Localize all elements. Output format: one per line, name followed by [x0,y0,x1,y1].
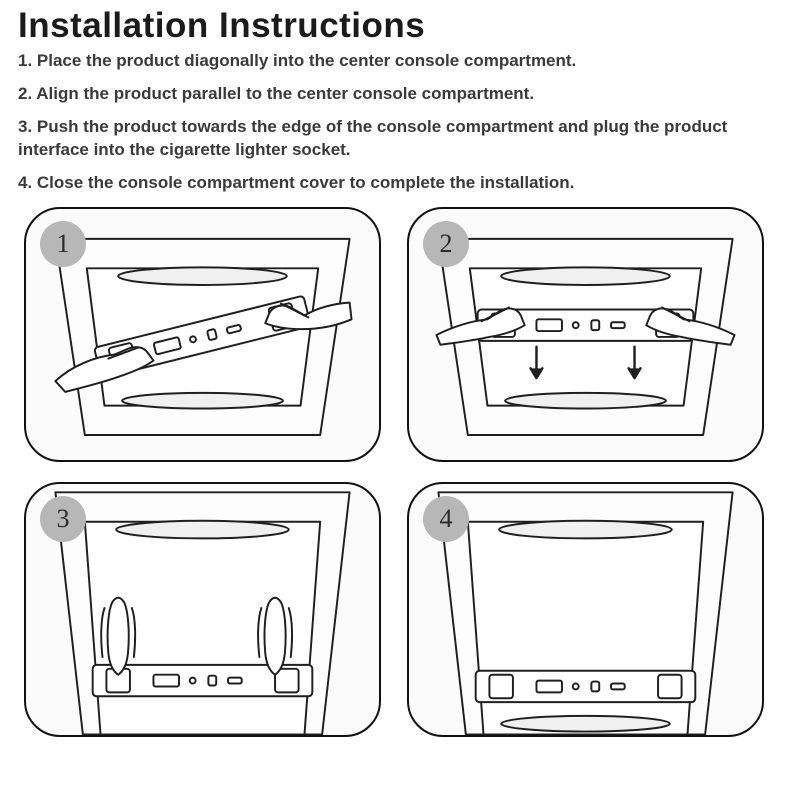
panel-2-badge: 2 [423,221,469,267]
panel-3: 3 [24,482,381,737]
step-4-text: 4. Close the console compartment cover t… [18,172,782,195]
panel-4-badge: 4 [423,496,469,542]
panel-2: 2 [407,207,764,462]
step-3-text: 3. Push the product towards the edge of … [18,116,782,162]
panel-4: 4 [407,482,764,737]
panel-1: 1 [24,207,381,462]
instruction-page: Installation Instructions 1. Place the p… [0,0,800,800]
panel-1-badge: 1 [40,221,86,267]
illustration-grid: 1 [24,207,764,737]
step-2-text: 2. Align the product parallel to the cen… [18,83,782,106]
page-title: Installation Instructions [18,6,782,46]
panel-3-badge: 3 [40,496,86,542]
step-1-text: 1. Place the product diagonally into the… [18,50,782,73]
